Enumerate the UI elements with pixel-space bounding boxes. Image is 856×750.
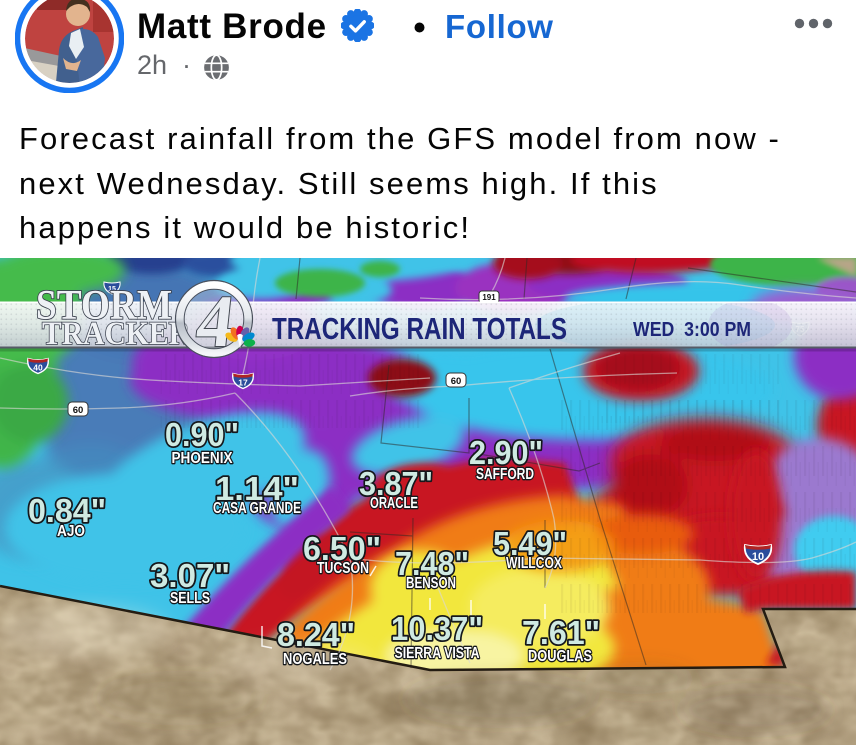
svg-text:40: 40: [33, 363, 43, 373]
svg-text:BENSON: BENSON: [406, 575, 456, 592]
svg-text:DOUGLAS: DOUGLAS: [528, 648, 592, 665]
svg-text:SELLS: SELLS: [170, 590, 210, 607]
svg-text:6.50": 6.50": [303, 530, 381, 567]
svg-text:4: 4: [193, 281, 239, 363]
svg-text:SAFFORD: SAFFORD: [476, 466, 534, 483]
svg-text:NOGALES: NOGALES: [283, 651, 347, 668]
svg-text:8.24": 8.24": [277, 616, 355, 653]
svg-text:3.87": 3.87": [359, 465, 433, 502]
svg-text:ORACLE: ORACLE: [370, 495, 418, 512]
svg-text:STORM: STORM: [36, 283, 172, 329]
svg-text:1.14": 1.14": [215, 470, 299, 507]
svg-text:CASA GRANDE: CASA GRANDE: [213, 500, 301, 517]
svg-text:0.84": 0.84": [28, 492, 106, 529]
svg-text:0.90": 0.90": [165, 416, 239, 453]
svg-text:PHOENIX: PHOENIX: [172, 450, 233, 467]
svg-text:SIERRA VISTA: SIERRA VISTA: [395, 645, 480, 662]
svg-text:TUCSON: TUCSON: [317, 560, 369, 577]
svg-text:3.07": 3.07": [150, 557, 230, 594]
svg-text:TRACKER: TRACKER: [42, 316, 191, 352]
svg-text:7.48": 7.48": [395, 545, 469, 582]
svg-text:60: 60: [73, 405, 84, 416]
svg-text:7.61": 7.61": [522, 614, 600, 651]
svg-text:15: 15: [108, 286, 116, 293]
svg-text:AJO: AJO: [57, 523, 85, 540]
svg-text:10.37": 10.37": [391, 610, 483, 647]
svg-text:2.90": 2.90": [469, 434, 543, 471]
svg-text:191: 191: [482, 293, 496, 302]
svg-text:WILLCOX: WILLCOX: [506, 555, 562, 572]
svg-text:10: 10: [752, 551, 764, 563]
svg-text:5.49": 5.49": [493, 525, 567, 562]
svg-text:TRACKING RAIN TOTALS: TRACKING RAIN TOTALS: [272, 311, 567, 346]
svg-text:17: 17: [238, 378, 248, 388]
svg-text:WED 3:00 PM: WED 3:00 PM: [633, 318, 751, 341]
svg-text:60: 60: [451, 376, 462, 387]
